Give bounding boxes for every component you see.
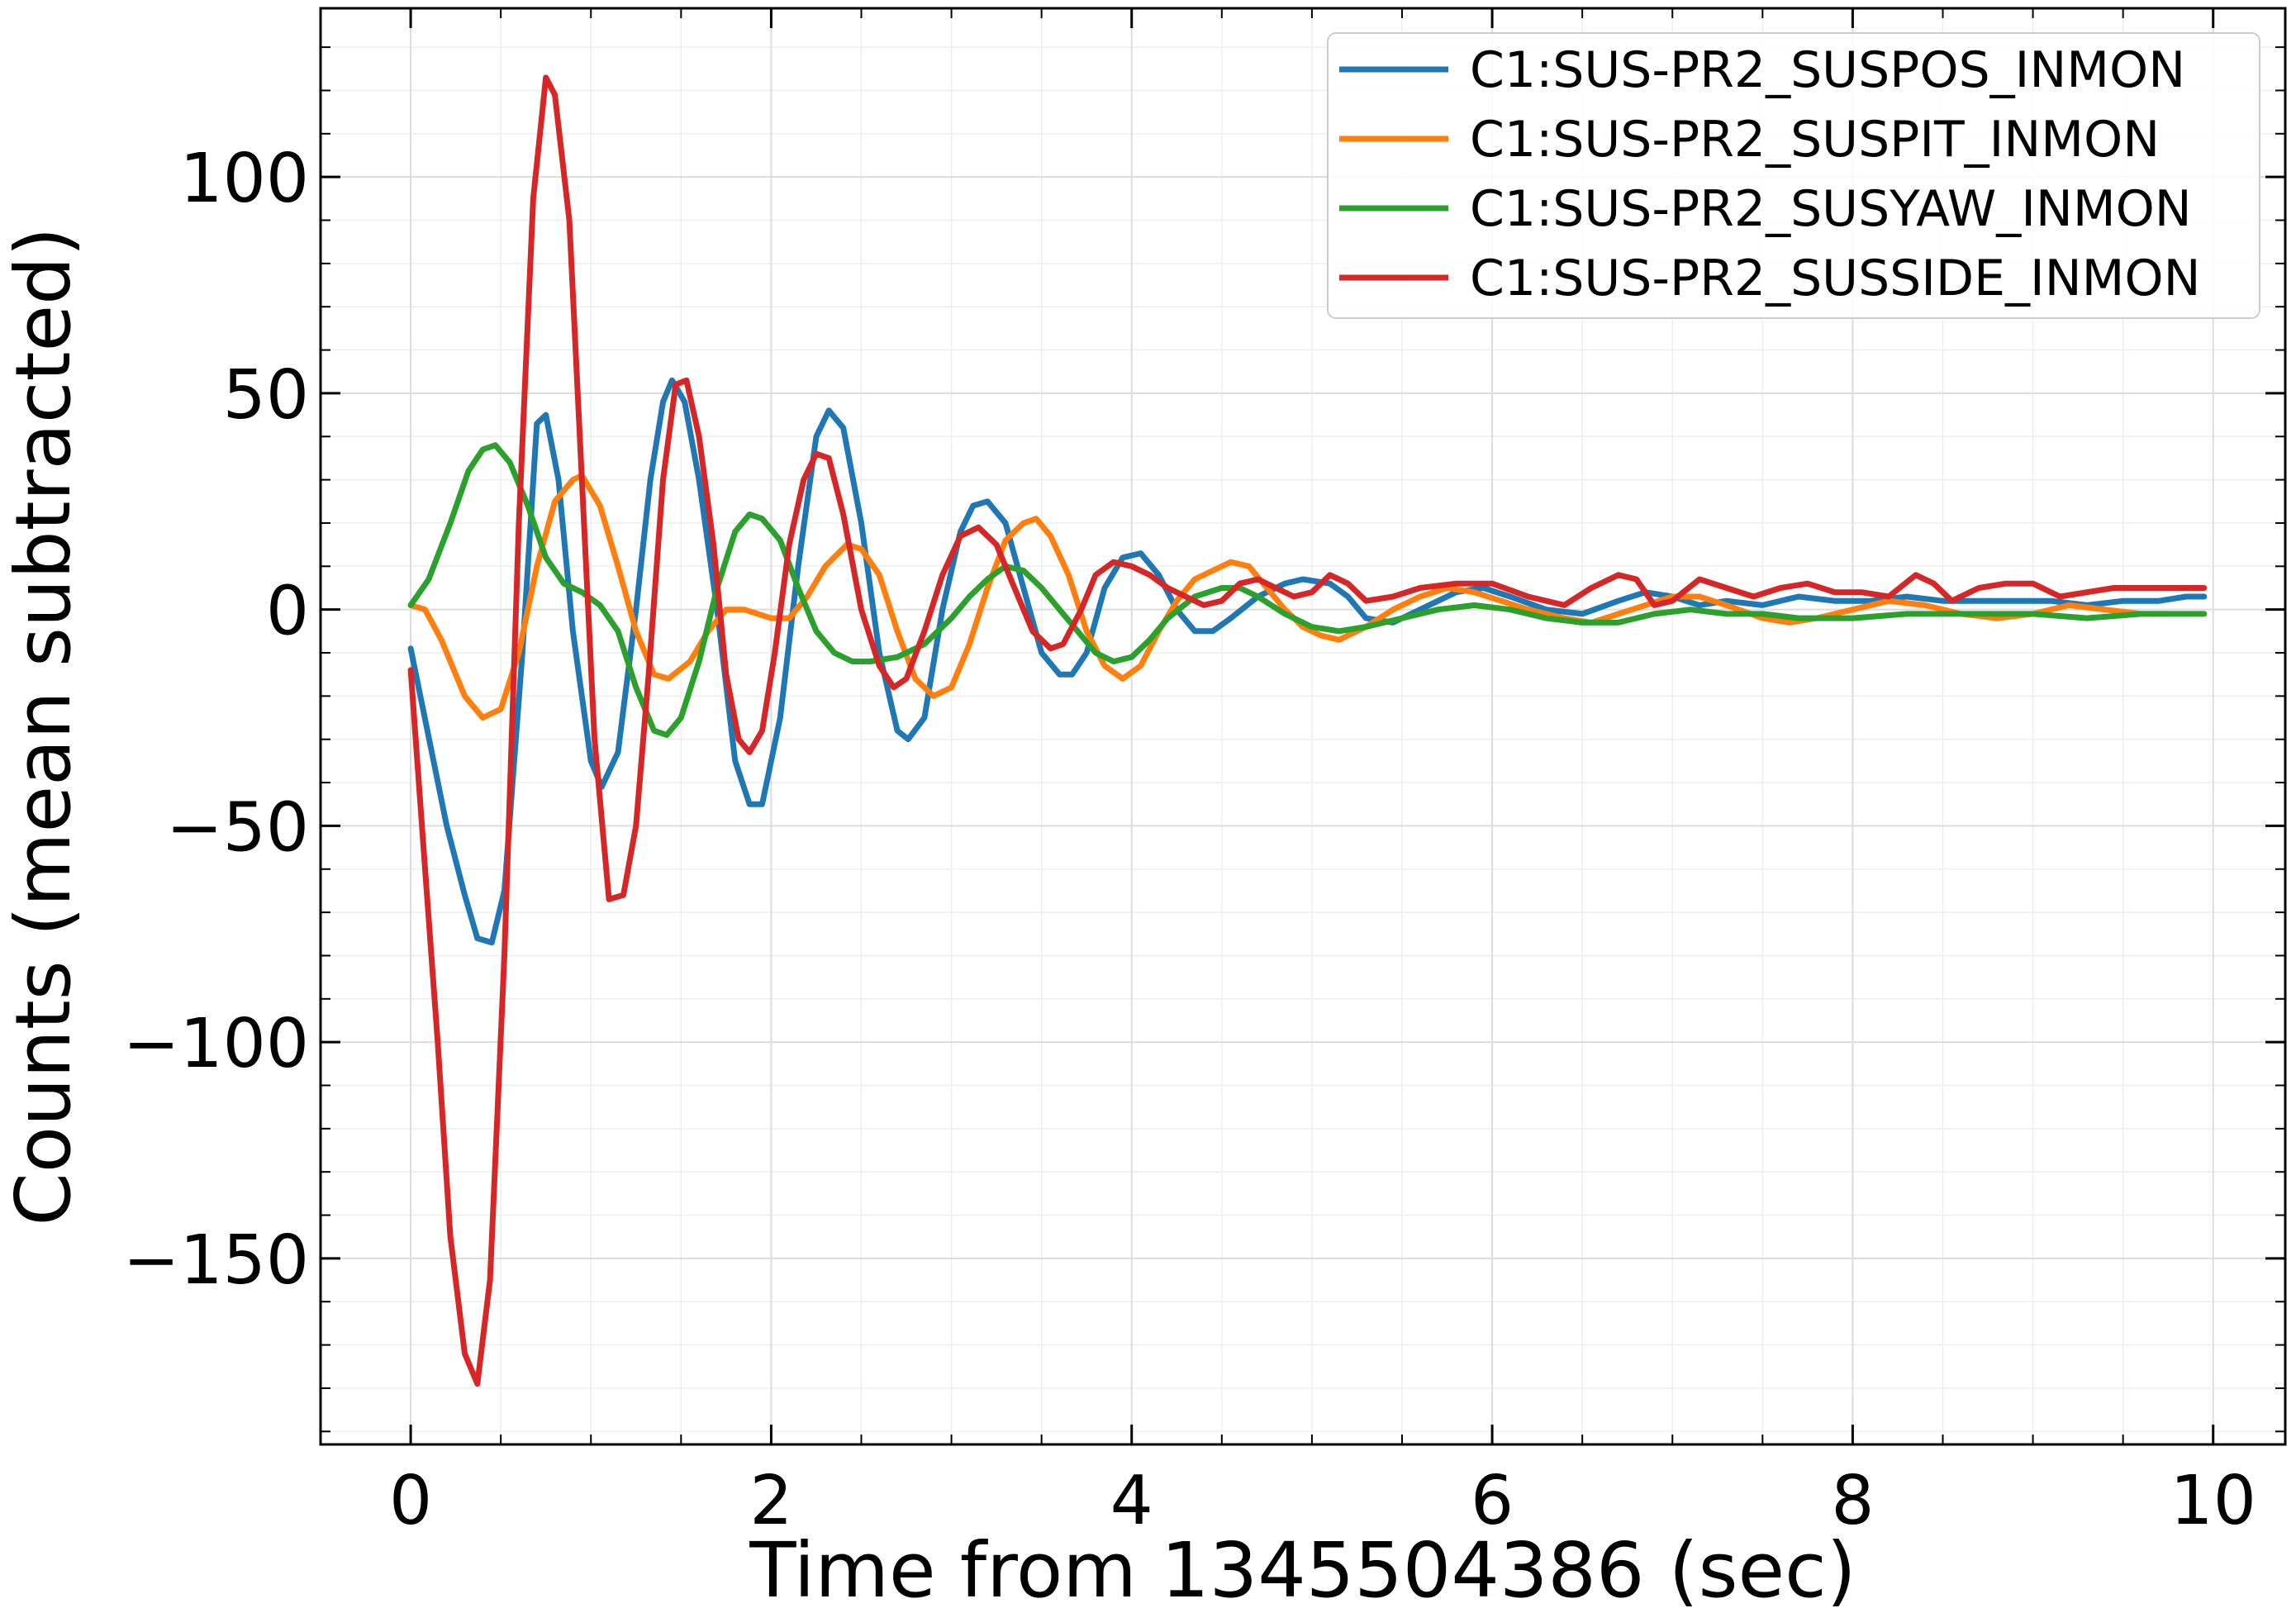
- legend-label-1: C1:SUS-PR2_SUSPIT_INMON: [1470, 111, 2160, 169]
- x-tick-label: 6: [1471, 1462, 1514, 1540]
- y-tick-label: 0: [266, 573, 309, 651]
- series-line-2: [407, 442, 2208, 738]
- y-tick-label: −150: [123, 1221, 309, 1300]
- legend: C1:SUS-PR2_SUSPOS_INMON C1:SUS-PR2_SUSPIT…: [1327, 32, 2260, 319]
- x-tick-label: 2: [749, 1462, 792, 1540]
- y-tick-label: −50: [166, 788, 309, 867]
- legend-label-2: C1:SUS-PR2_SUSYAW_INMON: [1470, 180, 2192, 238]
- series-line-3: [407, 74, 2208, 1387]
- x-tick-label: 0: [389, 1462, 432, 1540]
- grid: [320, 8, 2285, 1444]
- legend-box: [1327, 32, 2260, 319]
- legend-label-0: C1:SUS-PR2_SUSPOS_INMON: [1470, 41, 2185, 99]
- tick-labels: 0 2 4 6 8 10 −150 −100 −50 0 50 100: [123, 140, 2256, 1540]
- legend-label-3: C1:SUS-PR2_SUSSIDE_INMON: [1470, 250, 2201, 307]
- series-line-0: [407, 377, 2208, 946]
- x-tick-label: 8: [1831, 1462, 1874, 1540]
- x-tick-label: 4: [1110, 1462, 1153, 1540]
- y-axis-label: Counts (mean subtracted): [0, 227, 88, 1226]
- y-tick-label: 50: [223, 356, 309, 435]
- plot-frame: [319, 7, 2287, 1446]
- x-axis-label: Time from 1345504386 (sec): [749, 1526, 1856, 1613]
- series-line-1: [407, 472, 2171, 721]
- y-tick-label: 100: [179, 140, 309, 218]
- axis-ticks: [320, 8, 2285, 1444]
- series-lines: [407, 74, 2208, 1387]
- y-tick-label: −100: [123, 1005, 309, 1083]
- x-tick-label: 10: [2170, 1462, 2256, 1540]
